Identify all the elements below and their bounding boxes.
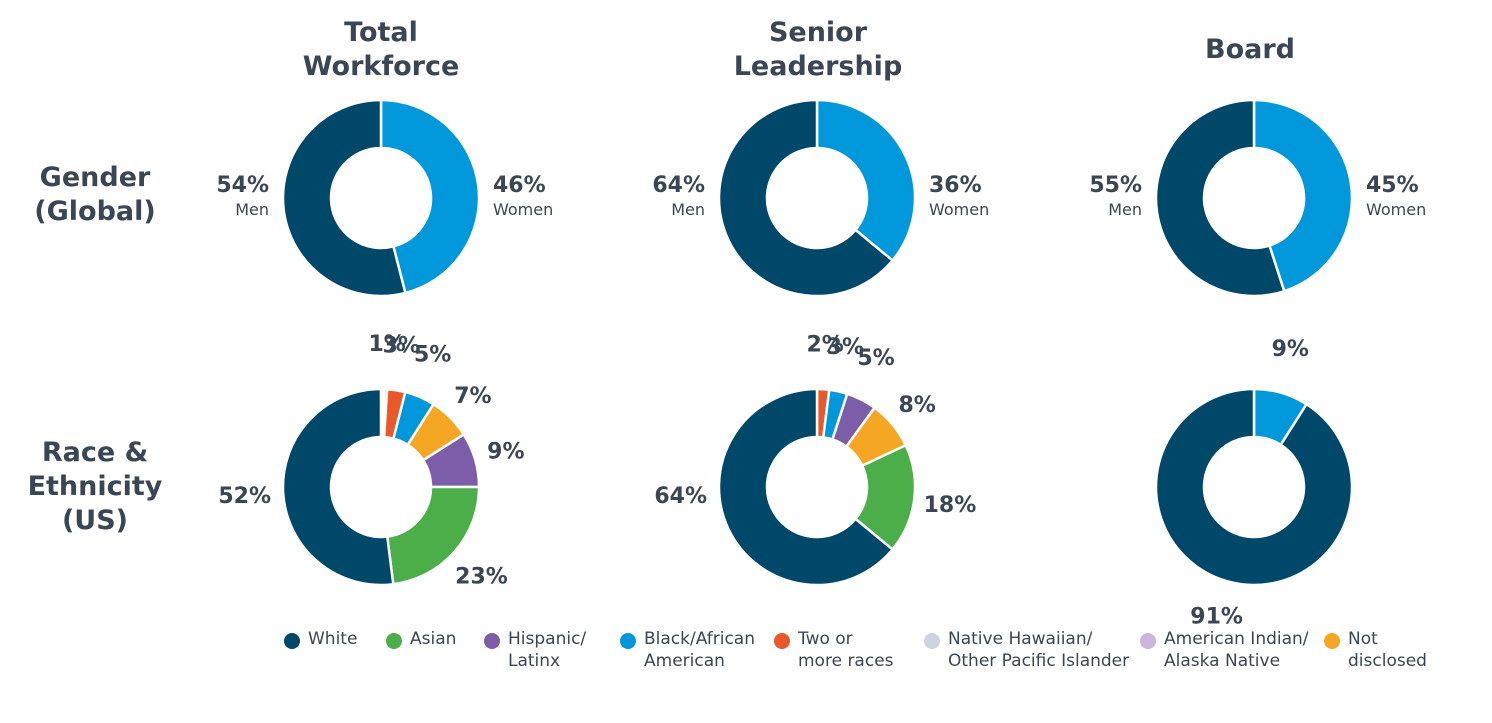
donut-slice-board-women xyxy=(1252,98,1354,293)
legend-item-native-hawaiian: Native Hawaiian/ Other Pacific Islander xyxy=(924,628,1129,672)
legend-swatch-hispanic xyxy=(484,633,500,649)
donut-slice-senior-leadership-men xyxy=(717,98,895,298)
legend-item-american-indian: American Indian/ Alaska Native xyxy=(1140,628,1309,672)
data-label-senior-leadership-two-or-more-races: 2% xyxy=(806,332,843,357)
legend-swatch-american-indian xyxy=(1140,633,1156,649)
legend-label-hispanic: Hispanic/ Latinx xyxy=(508,629,587,671)
data-label-total-workforce-men: 54% xyxy=(216,173,269,198)
row-title-race-ethnicity: Race & Ethnicity (US) xyxy=(27,437,163,536)
data-label-board-white: 91% xyxy=(1190,605,1243,630)
data-label-total-workforce-women-name: Women xyxy=(493,200,553,219)
column-title-total-workforce: Total Workforce xyxy=(302,17,460,82)
legend-label-not-disclosed: Not disclosed xyxy=(1348,629,1427,671)
data-label-total-workforce-two-or-more-races: 3% xyxy=(383,334,420,359)
column-title-board: Board xyxy=(1205,34,1295,65)
legend-swatch-two-or-more xyxy=(774,633,790,649)
legend-label-black: Black/African American xyxy=(644,629,755,671)
donut-slice-total-workforce-asian xyxy=(385,485,481,586)
data-label-senior-leadership-asian: 18% xyxy=(924,493,977,518)
legend-item-not-disclosed: Not disclosed xyxy=(1324,628,1427,672)
data-label-senior-leadership-white: 64% xyxy=(654,484,707,509)
legend-label-white: White xyxy=(308,629,358,649)
data-label-board-men: 55% xyxy=(1089,173,1142,198)
row-title-gender: Gender (Global) xyxy=(34,162,156,227)
legend-item-two-or-more: Two or more races xyxy=(774,628,894,672)
data-label-total-workforce-hispanic-latinx: 9% xyxy=(487,440,524,465)
legend-label-two-or-more: Two or more races xyxy=(798,629,894,671)
data-label-senior-leadership-not-disclosed: 8% xyxy=(898,393,935,418)
data-label-total-workforce-men-name: Men xyxy=(235,200,269,219)
legend-swatch-asian xyxy=(386,633,402,649)
data-label-total-workforce-asian: 23% xyxy=(455,565,508,590)
donut-slice-total-workforce-white xyxy=(281,387,395,587)
data-label-board-black-african-american: 9% xyxy=(1272,337,1309,362)
donut-slice-board-men xyxy=(1154,98,1286,298)
legend-label-native-hawaiian: Native Hawaiian/ Other Pacific Islander xyxy=(948,629,1130,671)
legend-swatch-black xyxy=(620,633,636,649)
data-label-board-men-name: Men xyxy=(1108,200,1142,219)
data-label-senior-leadership-men-name: Men xyxy=(671,200,705,219)
legend-swatch-native-hawaiian xyxy=(924,633,940,649)
data-label-total-workforce-black-african-american: 5% xyxy=(414,343,451,368)
data-label-senior-leadership-black-african-american: 3% xyxy=(827,335,864,360)
donut-slice-total-workforce-men xyxy=(281,98,407,298)
data-label-total-workforce-native-hawaiian-other-pacific-islander: 1% xyxy=(368,332,405,357)
legend-item-hispanic: Hispanic/ Latinx xyxy=(484,628,586,672)
legend-swatch-white xyxy=(284,633,300,649)
data-label-senior-leadership-hispanic-latinx: 5% xyxy=(857,346,894,371)
legend-item-black: Black/African American xyxy=(620,628,755,672)
data-label-senior-leadership-women: 36% xyxy=(929,173,982,198)
legend-swatch-not-disclosed xyxy=(1324,633,1340,649)
data-label-total-workforce-white: 52% xyxy=(218,484,271,509)
legend-item-asian: Asian xyxy=(386,628,456,650)
data-label-total-workforce-women: 46% xyxy=(493,173,546,198)
column-title-senior-leadership: Senior Leadership xyxy=(733,17,903,82)
legend-item-white: White xyxy=(284,628,357,650)
data-label-total-workforce-not-disclosed: 7% xyxy=(454,384,491,409)
donut-slice-board-white xyxy=(1154,387,1354,587)
data-label-senior-leadership-women-name: Women xyxy=(929,200,989,219)
data-label-board-women-name: Women xyxy=(1366,200,1426,219)
data-label-board-women: 45% xyxy=(1366,173,1419,198)
donut-slice-senior-leadership-women xyxy=(815,98,917,263)
legend-label-asian: Asian xyxy=(410,629,457,649)
legend-label-american-indian: American Indian/ Alaska Native xyxy=(1164,629,1309,671)
donut-slice-senior-leadership-white xyxy=(717,387,895,587)
donut-slice-total-workforce-women xyxy=(379,98,481,295)
data-label-senior-leadership-men: 64% xyxy=(652,173,705,198)
legend: White Asian Hispanic/ Latinx Black/Afric… xyxy=(0,628,1492,688)
